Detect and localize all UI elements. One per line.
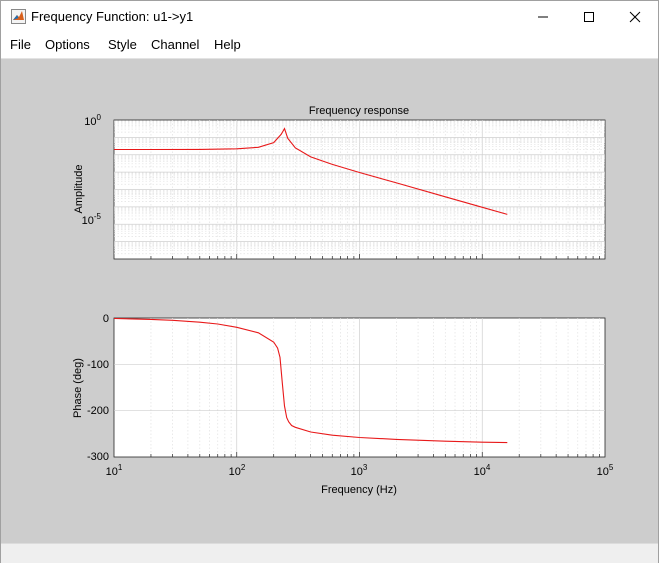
title-bar[interactable]: Frequency Function: u1->y1	[1, 1, 658, 32]
phase-grid	[114, 318, 605, 457]
phase-xlabel: Frequency (Hz)	[321, 484, 397, 496]
amplitude-ticks	[150, 254, 600, 259]
phase-ytick-label-2: -200	[87, 405, 109, 417]
phase-ticks	[150, 452, 600, 457]
figure-canvas: Frequency response 100 10-5 Amplitude 0 …	[72, 105, 614, 496]
phase-series-line	[113, 317, 508, 444]
close-icon	[629, 11, 641, 22]
amplitude-axes[interactable]: Frequency response 100 10-5 Amplitude	[73, 105, 606, 260]
xtick-label-4: 105	[597, 463, 614, 478]
xtick-label-3: 104	[474, 463, 491, 478]
window-title: Frequency Function: u1->y1	[31, 9, 194, 24]
menu-style[interactable]: Style	[108, 37, 137, 52]
menu-options[interactable]: Options	[45, 37, 90, 52]
phase-ytick-label-3: -300	[87, 451, 109, 463]
amplitude-ylabel: Amplitude	[73, 165, 85, 214]
phase-ytick-label-1: -100	[87, 359, 109, 371]
menu-file[interactable]: File	[10, 37, 31, 52]
xtick-label-0: 101	[106, 463, 123, 478]
amplitude-ytick-label-0: 100	[84, 113, 101, 128]
minimize-button[interactable]	[520, 1, 566, 32]
minimize-icon	[538, 16, 548, 17]
amplitude-series-line	[114, 127, 508, 215]
maximize-button[interactable]	[566, 1, 612, 32]
xtick-label-1: 102	[229, 463, 246, 478]
menu-help[interactable]: Help	[214, 37, 241, 52]
amplitude-chart-title: Frequency response	[309, 105, 409, 117]
menu-channel[interactable]: Channel	[151, 37, 200, 52]
menu-bar: File Options Style Channel Help	[1, 32, 658, 59]
xtick-label-2: 103	[351, 463, 368, 478]
maximize-icon	[584, 11, 594, 22]
close-button[interactable]	[612, 1, 658, 32]
matlab-logo-icon	[11, 9, 26, 24]
phase-axes[interactable]: 0 -100 -200 -300 101 102 103 104 105 Fre…	[72, 313, 614, 496]
status-bar	[1, 543, 658, 563]
phase-ytick-label-0: 0	[103, 313, 109, 325]
amplitude-grid	[114, 120, 605, 259]
phase-ylabel: Phase (deg)	[72, 358, 84, 418]
figure-area: Frequency response 100 10-5 Amplitude 0 …	[1, 59, 658, 543]
